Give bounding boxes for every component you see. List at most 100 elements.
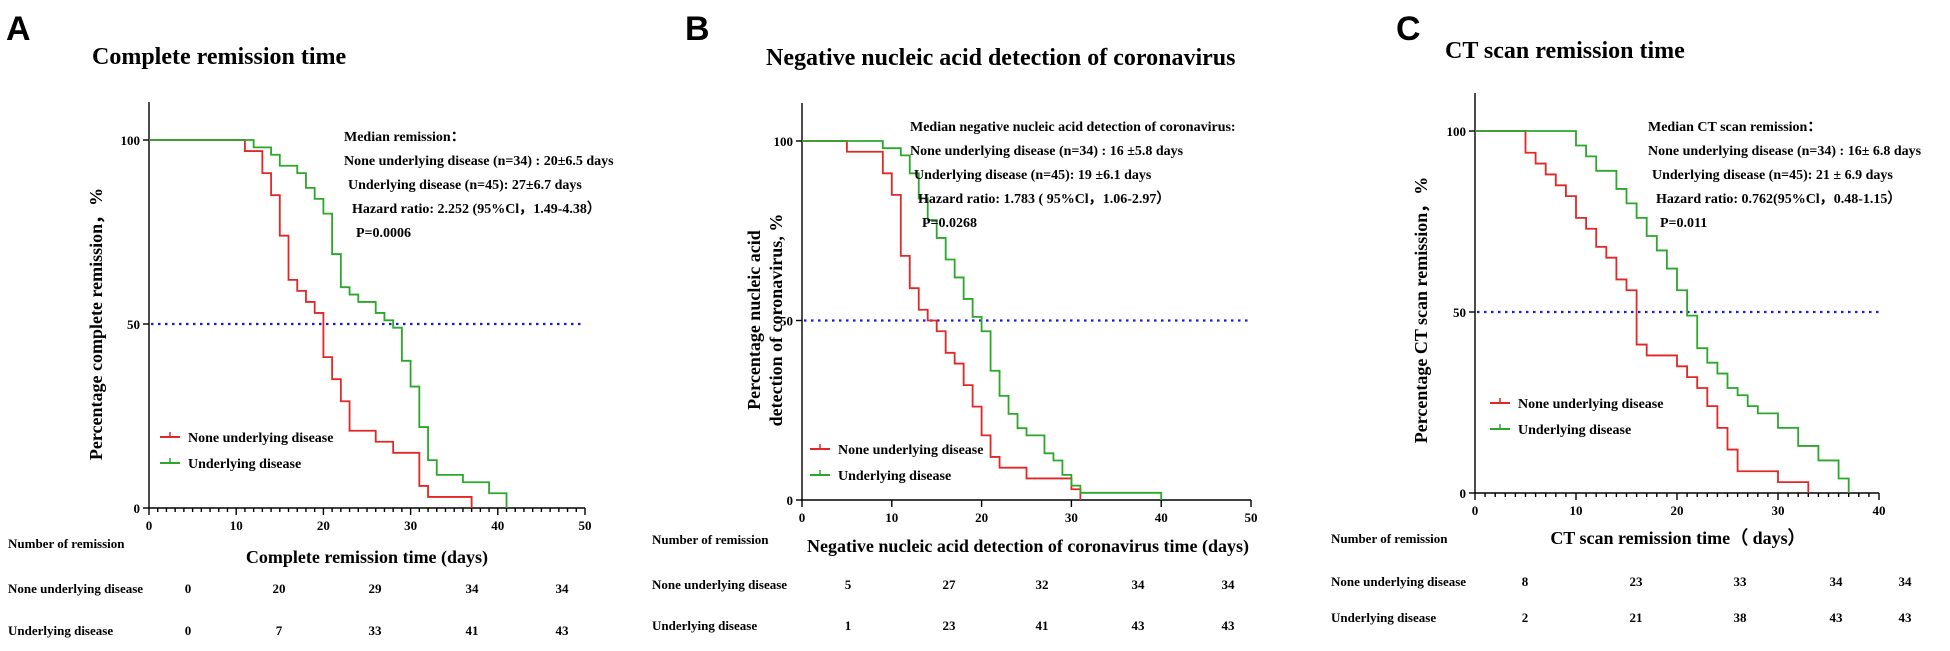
x-tick-label: 40 [1873,503,1886,518]
y-tick-label: 0 [787,493,794,508]
y-tick-label: 50 [1453,305,1466,320]
risk-table-cell: 43 [1830,610,1844,625]
risk-table-row-label: Underlying disease [8,623,113,638]
risk-table-cell: 0 [185,623,192,638]
risk-table-cell: 34 [1132,577,1146,592]
risk-table-cell: 23 [943,618,957,633]
panel-letter: A [6,10,31,48]
series-line-none-underlying [149,139,473,508]
x-tick-label: 10 [230,518,243,533]
x-tick-label: 30 [1065,510,1078,525]
panel-b: B Negative nucleic acid detection of coro… [652,10,1258,633]
x-axis-label: CT scan remission time（ days） [1550,528,1805,548]
annotation-line: Hazard ratio: 0.762(95%Cl，0.48-1.15） [1656,191,1901,207]
risk-table-cell: 34 [1830,574,1844,589]
x-tick-label: 0 [1472,503,1479,518]
annotation-line: None underlying disease (n=34) : 16± 6.8… [1648,144,1922,159]
risk-table-cell: 23 [1630,574,1644,589]
y-axis-label: Percentage complete remission，% [86,188,106,460]
panel-c: C CT scan remission time 0 50 100 0 10 20 30 40 Me… [1331,10,1922,625]
annotation-line: P=0.0268 [922,216,977,231]
y-axis-label: Percentage nucleic acid [744,230,764,410]
series-line-none-underlying [1475,130,1810,493]
risk-table-cell: 34 [1222,577,1236,592]
chart-title: Negative nucleic acid detection of coron… [766,45,1235,71]
x-axis-label: Negative nucleic acid detection of coron… [807,536,1249,557]
y-axis-label: Percentage CT scan remission，% [1411,177,1431,443]
x-tick-label: 20 [317,518,330,533]
chart-title: Complete remission time [92,44,347,70]
panel-a: A Complete remission time 0 50 100 0 10 20 30 40 5… [6,10,614,638]
series-line-none-underlying [802,140,1082,500]
risk-table-cell: 32 [1036,577,1049,592]
annotation-line: Median CT scan remission： [1648,120,1821,135]
risk-table-cell: 34 [1899,574,1913,589]
risk-table-cell: 41 [466,623,479,638]
x-tick-label: 30 [404,518,417,533]
x-axis-label: Complete remission time (days) [246,547,488,568]
x-tick-label: 10 [885,510,898,525]
risk-table-row-label: None underlying disease [8,581,143,596]
x-tick-label: 0 [146,518,153,533]
risk-table-cell: 8 [1522,574,1529,589]
risk-table-cell: 33 [1734,574,1748,589]
x-tick-label: 20 [975,510,988,525]
risk-table-cell: 5 [845,577,852,592]
y-tick-label: 50 [127,317,140,332]
risk-table-cell: 34 [466,581,480,596]
x-tick-label: 50 [579,518,592,533]
y-tick-label: 0 [1460,486,1467,501]
annotation-line: Median negative nucleic acid detection o… [910,120,1236,135]
x-tick-label: 40 [1155,510,1168,525]
x-tick-label: 30 [1772,503,1785,518]
annotation-line: P=0.011 [1660,216,1707,231]
risk-table-header: Number of remission [652,532,769,547]
annotation-line: Hazard ratio: 1.783 ( 95%Cl，1.06-2.97） [918,191,1170,207]
annotation-line: Underlying disease (n=45): 27±6.7 days [348,178,582,193]
y-axis-label: detection of coronavirus, % [766,214,786,427]
annotation-line: Underlying disease (n=45): 21 ± 6.9 days [1652,168,1893,183]
risk-table-row-label: None underlying disease [1331,574,1466,589]
risk-table-cell: 38 [1734,610,1748,625]
x-tick-label: 10 [1570,503,1583,518]
risk-table-cell: 41 [1036,618,1049,633]
risk-table-cell: 43 [556,623,570,638]
risk-table-cell: 20 [273,581,286,596]
x-tick-label: 40 [491,518,504,533]
risk-table-row-label: None underlying disease [652,577,787,592]
risk-table-cell: 27 [943,577,957,592]
risk-table-row-label: Underlying disease [652,618,757,633]
series-line-underlying [1475,130,1850,493]
legend-label: None underlying disease [188,431,333,446]
chart-title: CT scan remission time [1445,38,1685,64]
legend-label: None underlying disease [1518,397,1663,412]
panel-letter: B [685,10,710,48]
risk-table-row-label: Underlying disease [1331,610,1436,625]
risk-table-cell: 43 [1222,618,1236,633]
risk-table-cell: 2 [1522,610,1529,625]
legend-label: None underlying disease [838,443,983,458]
risk-table-cell: 0 [185,581,192,596]
risk-table-cell: 34 [556,581,570,596]
x-tick-label: 0 [799,510,806,525]
y-tick-label: 100 [121,133,141,148]
series-line-underlying [802,140,1163,500]
y-tick-label: 50 [780,314,793,329]
risk-table-header: Number of remission [1331,531,1448,546]
annotation-line: Median remission： [344,130,465,145]
annotation-line: None underlying disease (n=34) : 16 ±5.8… [910,144,1184,159]
risk-table-cell: 21 [1630,610,1643,625]
panel-letter: C [1396,10,1421,48]
y-tick-label: 100 [774,134,794,149]
series-line-underlying [149,139,508,508]
annotation-line: P=0.0006 [356,226,411,241]
risk-table-cell: 33 [369,623,383,638]
annotation-line: Hazard ratio: 2.252 (95%Cl，1.49-4.38） [352,201,601,217]
legend-label: Underlying disease [188,457,301,472]
risk-table-cell: 29 [369,581,383,596]
legend-label: Underlying disease [1518,423,1631,438]
risk-table-cell: 7 [276,623,283,638]
annotation-line: Underlying disease (n=45): 19 ±6.1 days [914,168,1152,183]
risk-table-cell: 43 [1899,610,1913,625]
